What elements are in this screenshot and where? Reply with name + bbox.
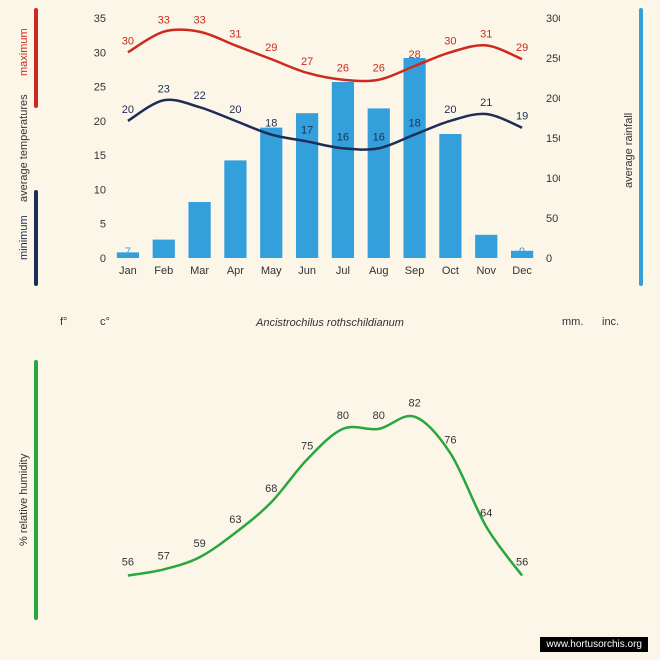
temp-max-line [128,30,522,81]
svg-text:21: 21 [480,97,492,109]
svg-text:30: 30 [122,35,134,47]
svg-text:31: 31 [480,28,492,40]
svg-text:187: 187 [370,246,388,258]
svg-text:Nov: Nov [476,265,496,277]
svg-text:33: 33 [158,15,170,27]
svg-text:23: 23 [158,83,170,95]
svg-text:155: 155 [441,246,459,258]
svg-text:20: 20 [94,116,106,128]
svg-text:Oct: Oct [442,265,459,277]
rain-bar [403,58,425,258]
svg-text:0: 0 [100,253,106,265]
decor-bar-right-rain [639,8,643,286]
species-name: Ancistrochilus rothschildianum [0,317,660,329]
svg-text:59: 59 [193,538,205,550]
svg-text:0: 0 [546,253,552,265]
svg-text:122: 122 [226,246,244,258]
label-rainfall: average rainfall [623,90,635,210]
svg-text:Dec: Dec [512,265,532,277]
svg-text:16: 16 [373,131,385,143]
label-avg-temp: average temperatures [18,78,30,218]
svg-text:Mar: Mar [190,265,209,277]
svg-text:Sep: Sep [405,265,425,277]
svg-text:82: 82 [408,398,420,410]
rain-bar [224,160,246,258]
svg-text:23: 23 [158,246,170,258]
svg-text:22: 22 [193,90,205,102]
svg-text:80: 80 [373,410,385,422]
svg-text:5: 5 [100,219,106,231]
svg-text:29: 29 [480,246,492,258]
svg-text:Aug: Aug [369,265,389,277]
svg-text:56: 56 [122,557,134,569]
svg-text:May: May [261,265,282,277]
svg-text:68: 68 [265,483,277,495]
svg-text:50: 50 [546,213,558,225]
svg-text:29: 29 [265,42,277,54]
svg-text:76: 76 [444,434,456,446]
svg-text:26: 26 [337,63,349,75]
svg-text:Jul: Jul [336,265,350,277]
humidity-line [128,416,522,576]
svg-text:70: 70 [193,246,205,258]
svg-text:30: 30 [94,47,106,59]
svg-text:250: 250 [405,246,423,258]
svg-text:220: 220 [334,246,352,258]
svg-text:163: 163 [262,246,280,258]
svg-text:300: 300 [546,13,560,25]
svg-text:56: 56 [516,557,528,569]
svg-text:100: 100 [546,173,560,185]
svg-text:33: 33 [193,15,205,27]
rain-bar [332,82,354,258]
svg-text:20: 20 [122,104,134,116]
decor-bar-left-max [34,8,38,108]
svg-text:35: 35 [94,13,106,25]
svg-text:10: 10 [94,184,106,196]
svg-text:20: 20 [229,104,241,116]
svg-text:26: 26 [373,63,385,75]
svg-text:150: 150 [546,133,560,145]
svg-text:25: 25 [94,82,106,94]
svg-text:31: 31 [229,28,241,40]
svg-text:80: 80 [337,410,349,422]
svg-text:20: 20 [444,104,456,116]
climate-chart: 0510152025303532415059687786950501001502… [90,8,560,288]
svg-text:18: 18 [265,118,277,130]
rain-bar [260,128,282,258]
decor-bar-left-hum [34,360,38,620]
svg-text:29: 29 [516,42,528,54]
svg-text:63: 63 [229,514,241,526]
svg-text:57: 57 [158,550,170,562]
svg-text:19: 19 [516,111,528,123]
svg-text:Feb: Feb [154,265,173,277]
humidity-chart: 56 57 59 63 68 75 80 80 82 76 64 56 [90,360,560,620]
svg-text:7: 7 [125,246,131,258]
svg-text:64: 64 [480,508,492,520]
temp-min-line [128,100,522,150]
svg-text:Apr: Apr [227,265,244,277]
svg-text:27: 27 [301,56,313,68]
svg-text:16: 16 [337,131,349,143]
rain-bar [439,134,461,258]
svg-text:17: 17 [301,124,313,136]
svg-text:200: 200 [546,93,560,105]
label-max: maximum [18,10,30,94]
svg-text:75: 75 [301,440,313,452]
svg-text:Jan: Jan [119,265,137,277]
svg-text:181: 181 [298,246,316,258]
svg-text:15: 15 [94,150,106,162]
svg-text:Jun: Jun [298,265,316,277]
svg-text:18: 18 [408,118,420,130]
decor-bar-left-min [34,190,38,286]
svg-text:250: 250 [546,53,560,65]
svg-text:30: 30 [444,35,456,47]
source-url: www.hortusorchis.org [540,637,648,652]
label-humidity: % relative humidity [18,430,30,570]
svg-text:28: 28 [408,49,420,61]
svg-text:9: 9 [519,246,525,258]
